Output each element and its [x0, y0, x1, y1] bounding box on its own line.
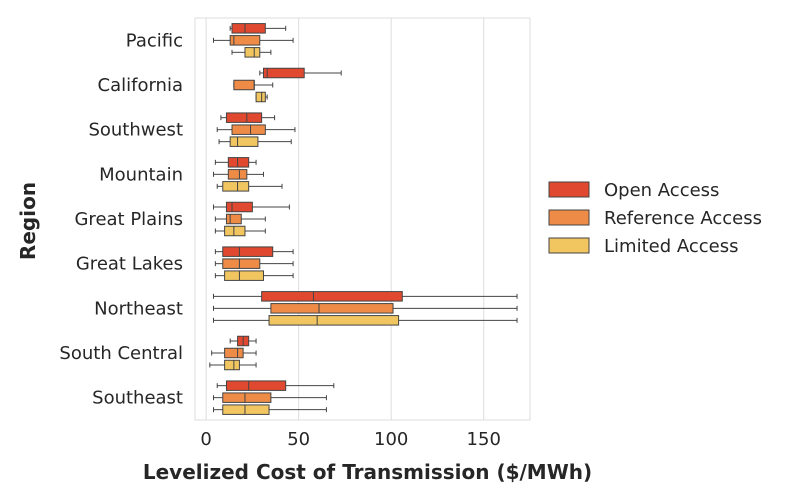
iqr-box — [262, 67, 305, 79]
box-8-2 — [213, 404, 327, 415]
box-5-1 — [214, 258, 294, 269]
box-2-1 — [216, 124, 296, 135]
iqr-box — [261, 291, 403, 302]
y-tick-label: Northeast — [94, 298, 183, 319]
iqr-box — [222, 258, 261, 269]
box-3-0 — [214, 157, 257, 168]
box-8-1 — [213, 392, 327, 403]
legend-item: Limited Access — [548, 236, 738, 257]
y-tick-label: Southwest — [88, 120, 183, 141]
box-7-0 — [229, 335, 257, 347]
box-1-1 — [233, 79, 274, 91]
y-tick-label: Great Plains — [74, 209, 183, 230]
iqr-box — [229, 35, 261, 46]
legend-swatch — [548, 209, 590, 226]
x-tick-label: 50 — [287, 429, 310, 450]
legend-label: Limited Access — [604, 236, 738, 257]
iqr-box — [229, 136, 259, 147]
box-6-0 — [213, 291, 518, 302]
y-tick-label: Mountain — [99, 164, 183, 185]
iqr-box — [270, 303, 394, 314]
box-7-1 — [211, 347, 257, 359]
legend-label: Open Access — [604, 180, 719, 201]
box-0-2 — [231, 47, 272, 58]
iqr-box — [224, 225, 246, 237]
y-tick-label: Southeast — [92, 388, 183, 409]
iqr-box — [244, 47, 261, 58]
box-5-0 — [214, 246, 294, 257]
box-0-0 — [229, 23, 287, 34]
legend-swatch — [548, 181, 590, 198]
iqr-box — [227, 169, 248, 180]
box-0-1 — [213, 35, 294, 46]
box-3-2 — [216, 181, 283, 192]
legend-label: Reference Access — [604, 208, 762, 229]
box-7-2 — [209, 359, 257, 371]
iqr-box — [222, 404, 270, 415]
box-6-2 — [213, 315, 518, 326]
x-tick-label: 0 — [200, 429, 211, 450]
iqr-box — [225, 380, 287, 391]
legend: Open Access Reference Access Limited Acces… — [548, 180, 762, 257]
y-axis-title: Region — [16, 182, 40, 260]
iqr-box — [268, 315, 400, 326]
iqr-box — [222, 181, 250, 192]
box-3-1 — [213, 169, 264, 180]
box-4-1 — [214, 213, 266, 225]
box-1-2 — [255, 91, 268, 103]
y-tick-labels: Pacific California Southwest Mountain Great … — [59, 30, 183, 408]
boxes — [209, 23, 518, 415]
x-tick-labels: 0 50 100 150 — [200, 429, 501, 450]
iqr-box — [231, 23, 266, 34]
x-tick-label: 100 — [374, 429, 408, 450]
box-5-2 — [214, 270, 294, 281]
box-8-0 — [216, 380, 335, 391]
iqr-box — [224, 270, 264, 281]
box-2-2 — [218, 136, 292, 147]
iqr-box — [224, 359, 240, 371]
iqr-box — [233, 79, 255, 91]
box-2-0 — [220, 112, 276, 123]
y-tick-label: Pacific — [126, 30, 183, 51]
y-tick-label: Great Lakes — [76, 254, 183, 275]
iqr-box — [224, 347, 244, 359]
iqr-box — [225, 112, 263, 123]
x-axis-title: Levelized Cost of Transmission ($/MWh) — [143, 460, 592, 484]
legend-item: Reference Access — [548, 208, 762, 229]
iqr-box — [225, 213, 242, 225]
box-4-0 — [213, 201, 290, 213]
iqr-box — [227, 157, 250, 168]
iqr-box — [255, 91, 266, 103]
grid-lines — [205, 18, 485, 420]
legend-swatch — [548, 237, 590, 254]
iqr-box — [222, 246, 274, 257]
y-tick-label: California — [98, 75, 183, 96]
box-1-0 — [259, 67, 342, 79]
iqr-box — [231, 124, 266, 135]
iqr-box — [222, 392, 272, 403]
legend-item: Open Access — [548, 180, 719, 201]
iqr-box — [225, 201, 253, 213]
box-6-1 — [213, 303, 518, 314]
x-tick-label: 150 — [467, 429, 501, 450]
box-4-2 — [214, 225, 266, 237]
y-tick-label: South Central — [59, 343, 183, 364]
